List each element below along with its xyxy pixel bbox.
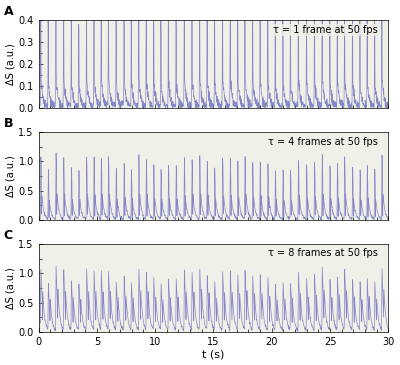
Text: τ = 4 frames at 50 fps: τ = 4 frames at 50 fps: [268, 137, 378, 146]
Text: A: A: [4, 5, 13, 19]
X-axis label: t (s): t (s): [202, 349, 225, 360]
Text: τ = 8 frames at 50 fps: τ = 8 frames at 50 fps: [268, 249, 378, 258]
Y-axis label: ΔS (a.u.): ΔS (a.u.): [6, 43, 16, 85]
Y-axis label: ΔS (a.u.): ΔS (a.u.): [6, 267, 16, 309]
Text: τ = 1 frame at 50 fps: τ = 1 frame at 50 fps: [273, 24, 378, 35]
Text: B: B: [4, 118, 13, 130]
Text: C: C: [4, 229, 13, 242]
Y-axis label: ΔS (a.u.): ΔS (a.u.): [6, 155, 16, 197]
